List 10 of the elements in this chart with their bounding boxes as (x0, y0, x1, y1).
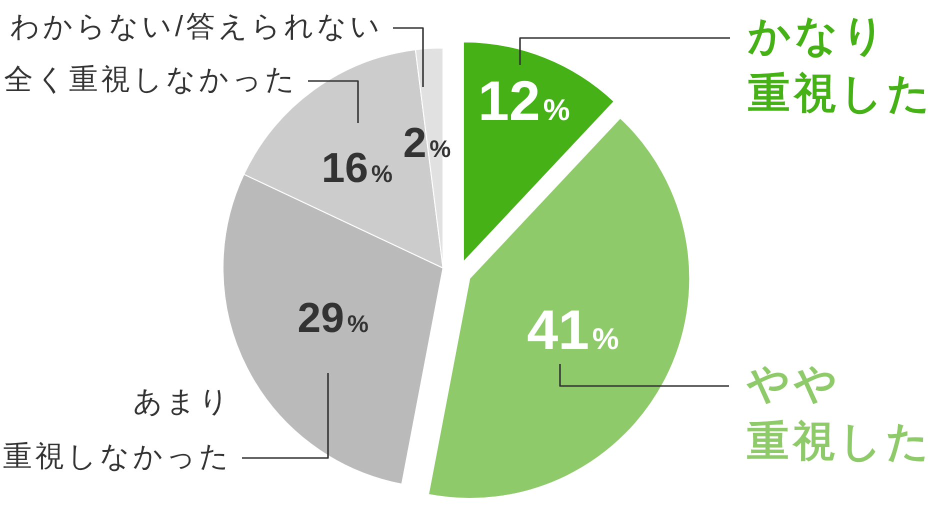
slice-label: 全く重視しなかった (4, 64, 298, 96)
data-label: 2% (403, 119, 451, 166)
data-label: 29% (297, 294, 369, 341)
data-label: 16% (321, 144, 393, 191)
data-label: 41% (527, 298, 619, 361)
slice-label: わからない/答えられない (10, 11, 383, 43)
data-label: 12% (478, 69, 570, 132)
slice-label: かなり重視した (747, 12, 934, 117)
slice-label: やや重視した (746, 360, 933, 465)
slice-label: あまり重視しなかった (3, 386, 232, 473)
